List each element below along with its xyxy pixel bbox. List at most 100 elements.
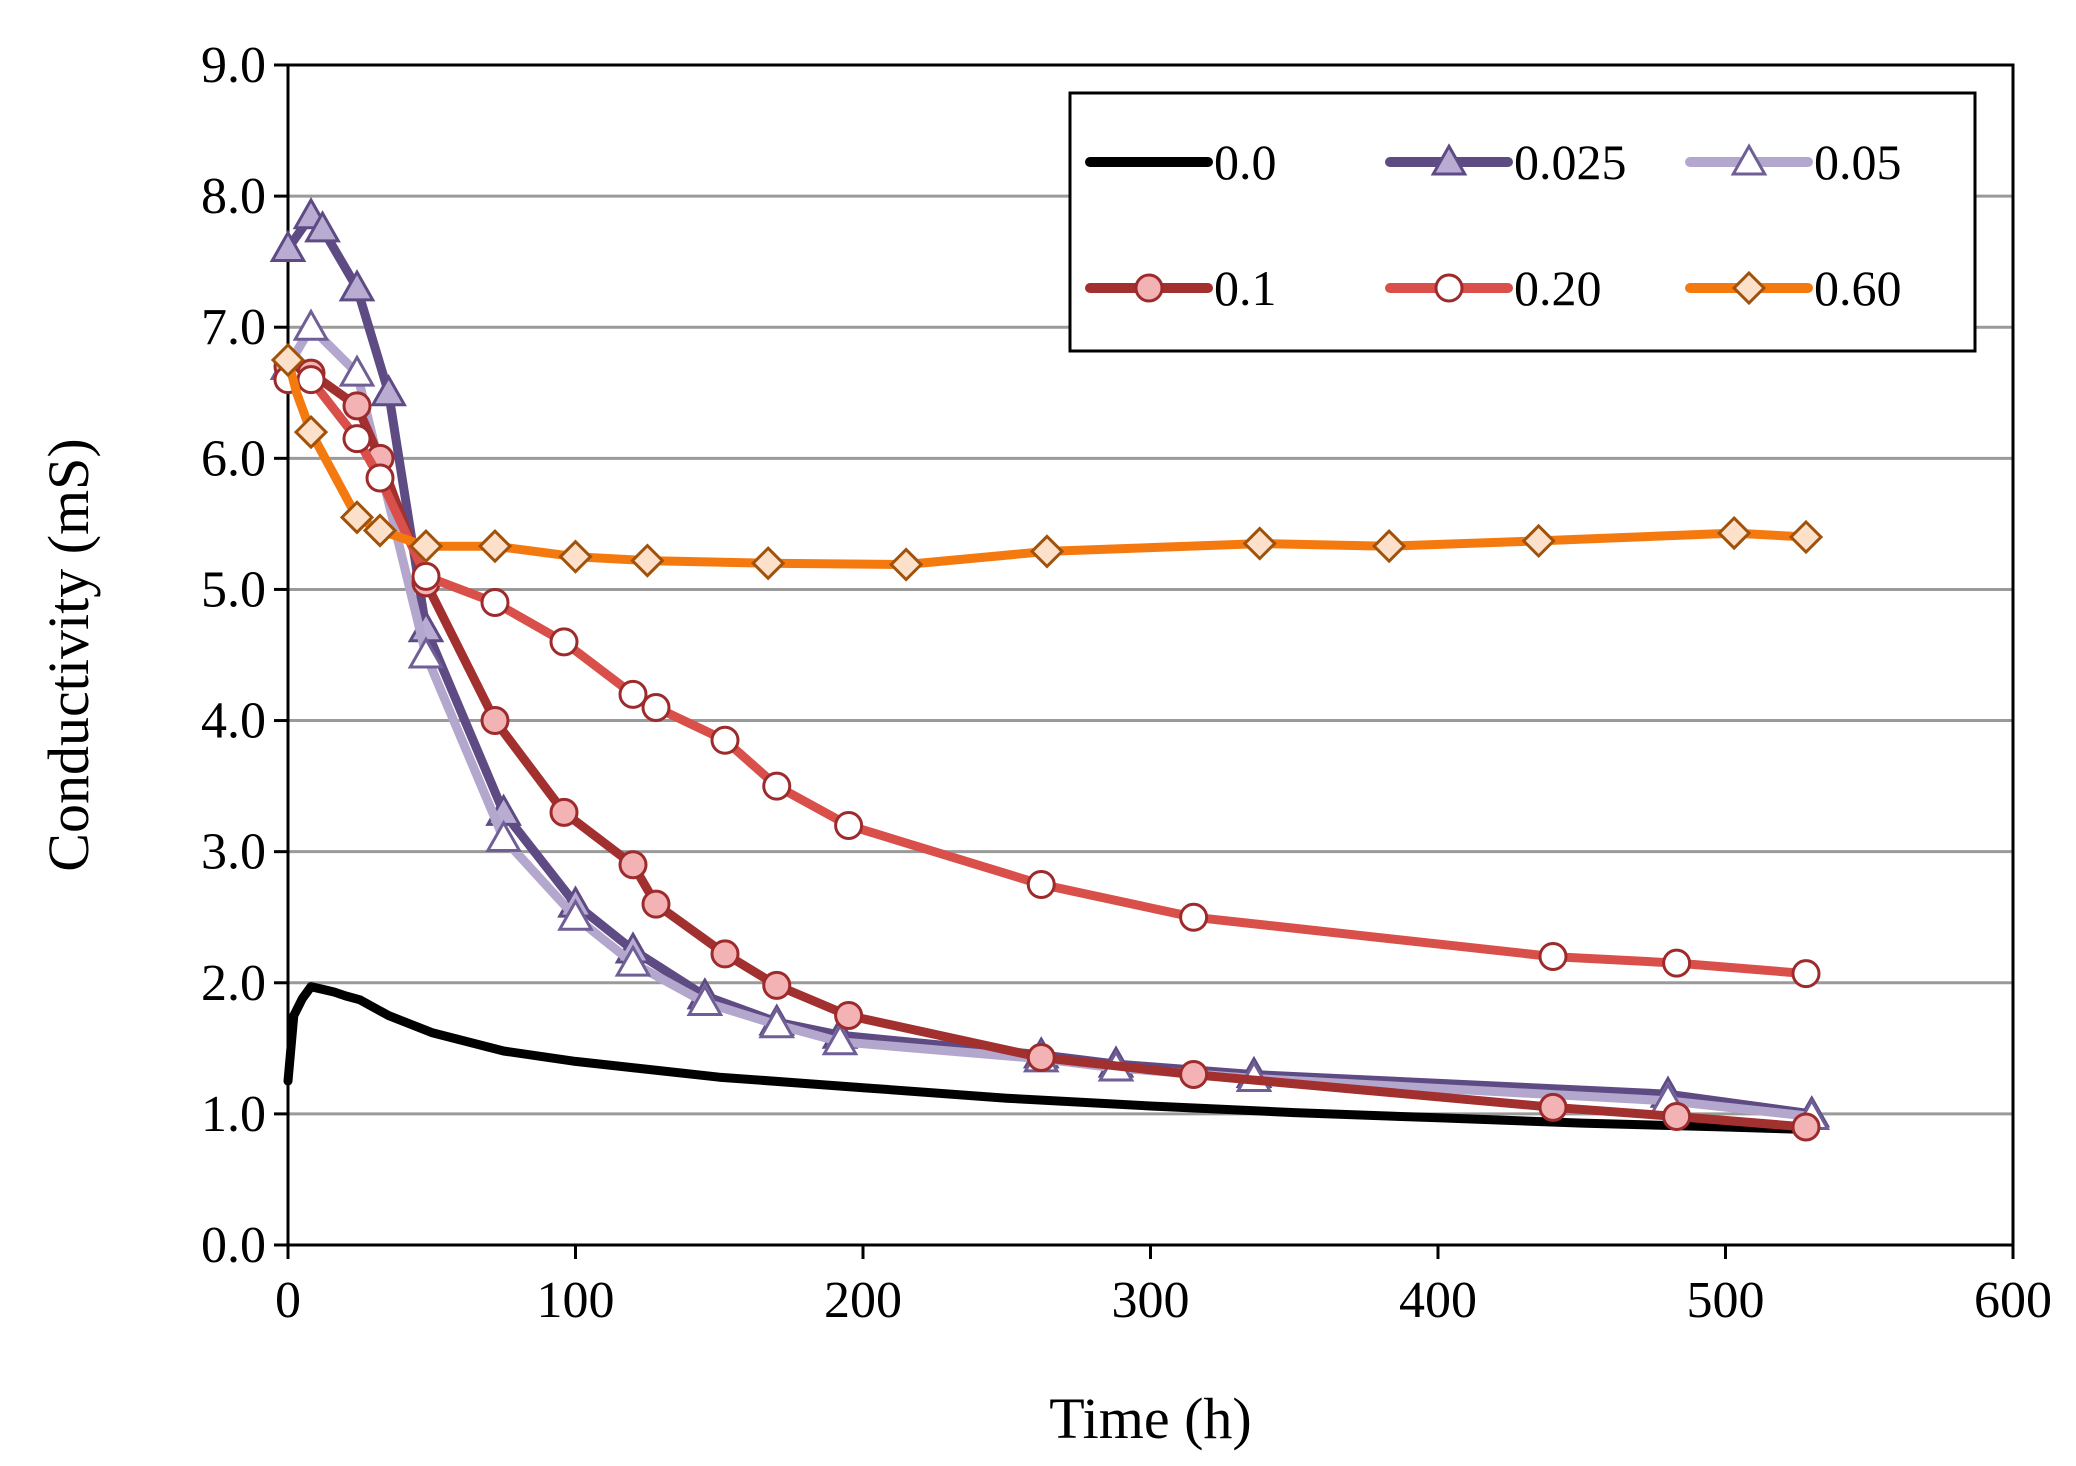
series-0.0 [283, 982, 1817, 1135]
legend-marker [1430, 143, 1468, 176]
data-point [618, 679, 648, 709]
x-tick-label: 300 [1112, 1272, 1190, 1329]
data-point [339, 500, 375, 535]
y-tick-label: 0.0 [201, 1217, 266, 1274]
legend-marker [1730, 143, 1768, 176]
data-point [1026, 1043, 1056, 1073]
x-tick-label: 400 [1399, 1272, 1477, 1329]
legend-label: 0.05 [1814, 134, 1902, 190]
data-point [614, 944, 652, 977]
y-tick-label: 8.0 [201, 168, 266, 225]
y-tick-label: 1.0 [201, 1086, 266, 1143]
legend-marker [1134, 273, 1164, 303]
gridlines [288, 194, 2013, 1116]
x-tick-label: 200 [824, 1272, 902, 1329]
data-point [1538, 942, 1568, 972]
legend-label: 0.60 [1814, 260, 1902, 316]
legend-entry: 0.025 [1385, 134, 1627, 190]
data-point [1538, 1092, 1568, 1122]
data-point [1788, 519, 1824, 555]
series-0.20 [273, 365, 1821, 989]
y-tick-label: 6.0 [201, 430, 266, 487]
data-point [834, 1001, 864, 1031]
x-axis-title: Time (h) [1049, 1386, 1252, 1451]
data-point [293, 414, 329, 450]
data-point [1179, 902, 1209, 932]
data-point [686, 983, 724, 1016]
data-point [1662, 1102, 1692, 1132]
data-point [889, 547, 924, 582]
y-tick-label: 9.0 [201, 37, 266, 94]
legend-label: 0.0 [1214, 134, 1277, 190]
data-point [407, 636, 445, 669]
data-point [1791, 1112, 1821, 1142]
data-point [1372, 529, 1407, 564]
data-point [304, 210, 341, 243]
data-point [408, 529, 444, 564]
legend: 0.0 0.025 0.05 0.1 0.20 0.60 [1068, 91, 1977, 353]
data-point [821, 1022, 859, 1056]
data-point [762, 970, 792, 1000]
data-point [618, 850, 648, 880]
legend-label: 0.025 [1514, 134, 1627, 190]
legend-marker [1731, 270, 1767, 306]
data-point [480, 588, 510, 618]
data-point [1662, 948, 1692, 978]
axes: 0.0 1.0 2.0 3.0 4.0 5.0 6.0 7.0 8.0 9.0 0 100 200 300… [201, 37, 2052, 1329]
data-point [338, 269, 376, 302]
legend-entry: 0.1 [1085, 260, 1277, 316]
data-point [641, 692, 671, 722]
data-point [762, 771, 792, 801]
data-point [1026, 869, 1056, 899]
data-point [296, 365, 326, 395]
data-point [1179, 1060, 1209, 1090]
data-point [758, 1005, 796, 1039]
legend-label: 0.1 [1214, 260, 1277, 316]
legend-label: 0.20 [1514, 260, 1602, 316]
data-point [1791, 959, 1821, 989]
data-point [834, 810, 864, 840]
data-point [338, 354, 376, 387]
series [269, 196, 1831, 1142]
data-point [411, 561, 441, 591]
data-point [710, 725, 740, 755]
data-point [362, 513, 398, 548]
series-0.60 [270, 342, 1824, 582]
legend-marker [1434, 273, 1464, 303]
data-point [1521, 523, 1556, 559]
x-tick-label: 0 [275, 1272, 301, 1329]
x-tick-label: 500 [1687, 1272, 1765, 1329]
data-point [751, 546, 786, 581]
data-point [477, 529, 513, 564]
legend-entry: 0.05 [1685, 134, 1902, 190]
data-point [557, 898, 594, 931]
data-point [342, 424, 372, 454]
y-tick-label: 5.0 [201, 561, 266, 618]
legend-entry: 0.60 [1685, 260, 1902, 316]
data-point [485, 819, 522, 853]
data-point [641, 889, 671, 919]
data-point [549, 627, 579, 657]
series-line [283, 362, 1811, 1132]
legend-entry: 0.20 [1385, 260, 1602, 316]
y-tick-label: 7.0 [201, 299, 266, 356]
series-line [283, 982, 1817, 1135]
data-point [480, 706, 510, 736]
data-point [1029, 534, 1065, 569]
series-0.1 [273, 352, 1821, 1142]
data-point [630, 543, 665, 578]
data-point [292, 308, 330, 341]
data-point [365, 463, 395, 493]
data-point [270, 342, 306, 378]
data-point [558, 539, 593, 574]
data-point [1242, 526, 1277, 561]
data-point [342, 391, 372, 421]
y-axis-title: Conductivity (mS) [36, 438, 101, 871]
data-point [710, 939, 740, 969]
legend-box [1068, 91, 1977, 353]
data-point [370, 373, 407, 407]
y-tick-label: 4.0 [201, 693, 266, 750]
y-tick-label: 2.0 [201, 955, 266, 1012]
y-tick-label: 3.0 [201, 824, 266, 881]
